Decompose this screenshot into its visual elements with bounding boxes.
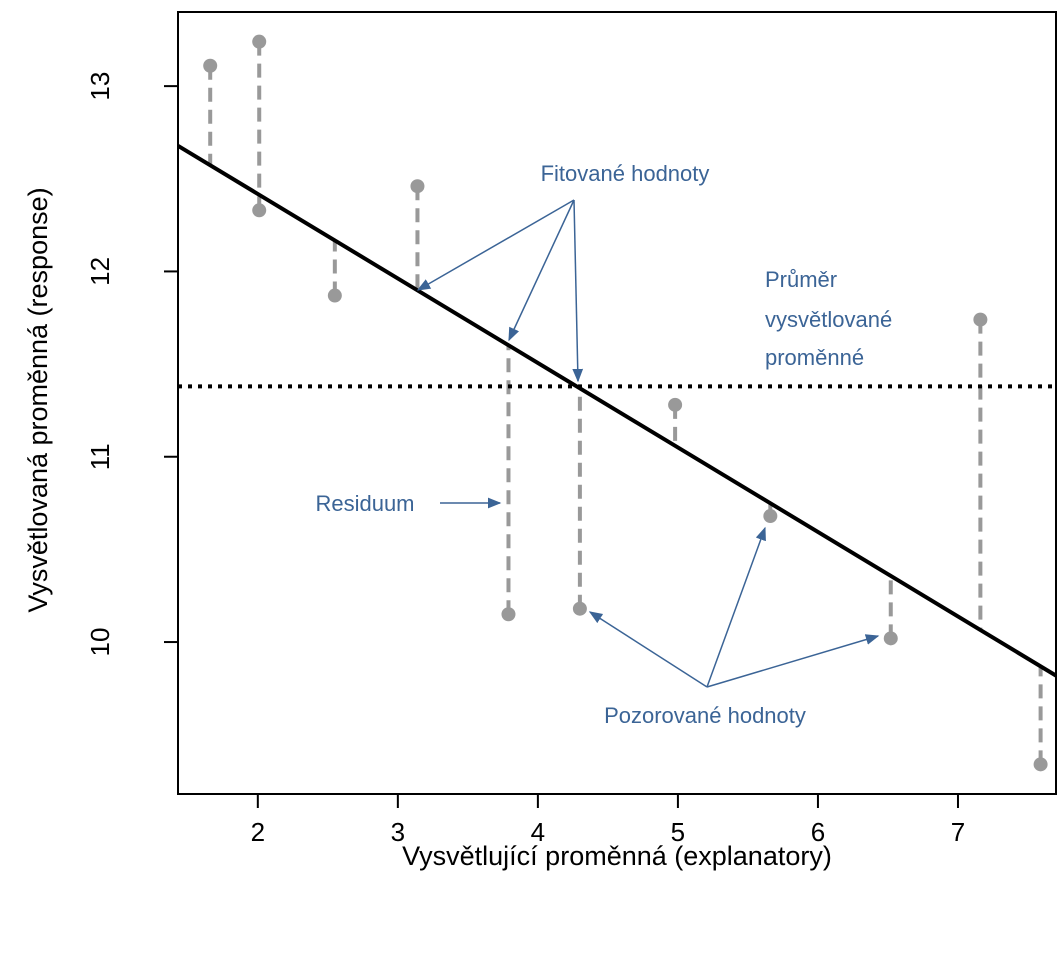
plot-frame	[177, 11, 1057, 795]
plot-layer	[178, 34, 1056, 772]
annotation-mean: proměnné	[765, 345, 864, 370]
point	[883, 631, 898, 646]
point	[973, 312, 988, 327]
regression-line	[178, 144, 1056, 678]
point	[668, 397, 683, 412]
point	[203, 58, 218, 73]
point	[1033, 757, 1048, 772]
point	[410, 179, 425, 194]
arrow	[588, 611, 708, 688]
point	[252, 34, 267, 49]
x-tick-label: 5	[671, 817, 685, 847]
annotation-mean: vysvětlované	[765, 307, 892, 332]
y-tick-label: 10	[85, 628, 115, 657]
x-tick-label: 3	[391, 817, 405, 847]
x-tick-label: 4	[531, 817, 545, 847]
arrow	[508, 199, 575, 342]
y-tick-label: 12	[85, 257, 115, 286]
x-tick-label: 6	[811, 817, 825, 847]
point	[763, 509, 778, 524]
arrow	[706, 634, 880, 688]
point	[501, 607, 516, 622]
annotation-fitted: Fitované hodnoty	[541, 161, 710, 186]
annotation-residual: Residuum	[315, 491, 414, 516]
x-axis-label: Vysvětlující proměnná (explanatory)	[402, 841, 832, 871]
y-axis-label: Vysvětlovaná proměnná (response)	[23, 187, 53, 612]
annotation-mean: Průměr	[765, 267, 837, 292]
arrow	[416, 199, 575, 291]
arrow	[572, 199, 584, 383]
x-tick-label: 2	[251, 817, 265, 847]
plot-area	[178, 34, 1056, 772]
x-tick-label: 7	[951, 817, 965, 847]
point	[327, 288, 342, 303]
annotations: Fitované hodnoty Průměr vysvětlované pro…	[315, 161, 892, 728]
point	[252, 203, 267, 218]
point	[572, 601, 587, 616]
y-tick-label: 11	[85, 443, 115, 470]
y-tick-label: 13	[85, 72, 115, 101]
annotation-observed: Pozorované hodnoty	[604, 703, 806, 728]
arrow	[706, 526, 766, 688]
